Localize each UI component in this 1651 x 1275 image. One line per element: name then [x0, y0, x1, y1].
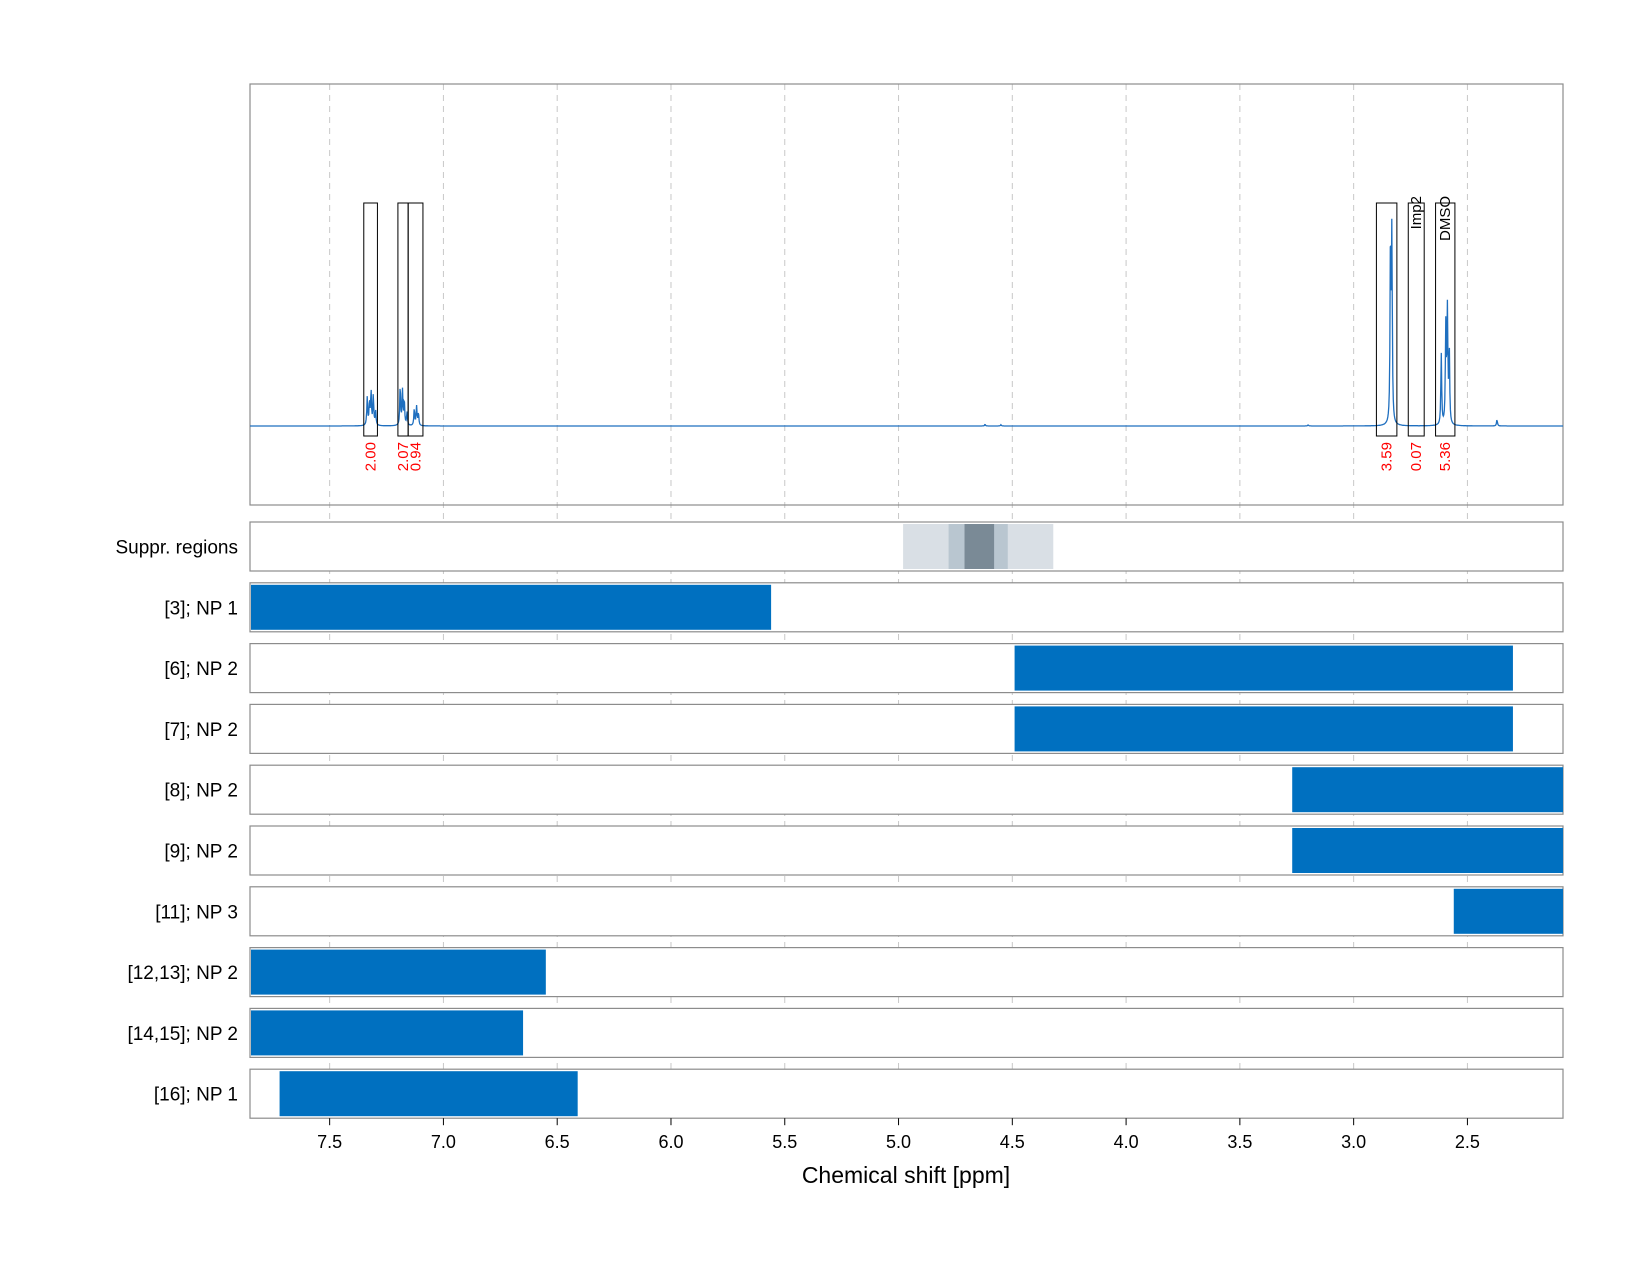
suppression-band	[964, 524, 995, 569]
track-label: [11]; NP 3	[155, 902, 238, 923]
track-label: [7]; NP 2	[164, 720, 238, 741]
region-label: DMSO	[1437, 196, 1454, 241]
range-bar	[1453, 888, 1563, 934]
integration-box	[363, 202, 378, 437]
integration-box	[407, 202, 424, 437]
integral-value: 2.00	[363, 442, 380, 471]
track-label: [6]; NP 2	[164, 659, 238, 680]
integral-value: 5.36	[1437, 442, 1454, 471]
track-label: [14,15]; NP 2	[127, 1024, 238, 1045]
x-tick-label: 6.5	[545, 1132, 570, 1152]
integration-box	[1407, 202, 1425, 437]
x-tick-label: 2.5	[1455, 1132, 1480, 1152]
x-tick-label: 4.5	[1000, 1132, 1025, 1152]
range-bar	[1014, 645, 1513, 691]
track-label: Suppr. regions	[115, 538, 238, 559]
integral-value: 2.07	[395, 442, 412, 471]
integral-value: 3.59	[1379, 442, 1396, 471]
x-tick-label: 7.5	[317, 1132, 342, 1152]
integration-box	[1375, 202, 1398, 437]
x-tick-label: 3.0	[1341, 1132, 1366, 1152]
track-frame	[249, 886, 1564, 937]
range-bar	[251, 949, 546, 995]
range-bar	[251, 584, 772, 630]
track-label: [16]; NP 1	[154, 1085, 238, 1106]
range-bar	[1292, 767, 1563, 813]
x-tick-label: 5.5	[772, 1132, 797, 1152]
integral-value: 0.94	[408, 442, 425, 471]
x-tick-label: 4.0	[1114, 1132, 1139, 1152]
x-tick-label: 3.5	[1227, 1132, 1252, 1152]
range-bar	[279, 1071, 578, 1117]
spectrum-frame	[249, 83, 1564, 506]
range-tracks: Suppr. regions [3]; NP 1 [6]; NP 2 [7]; NP …	[115, 521, 1564, 1119]
track-label: [9]; NP 2	[164, 842, 238, 863]
spectrum-line	[250, 218, 1563, 427]
range-bar	[251, 1010, 524, 1056]
track-label: [12,13]; NP 2	[127, 963, 238, 984]
region-label: Imp2	[1408, 196, 1425, 229]
integration-regions: 2.00 2.070.94 3.59 Imp2 0.07 DMSO 5.36	[363, 196, 1456, 471]
x-axis: 7.5 7.0 6.5 6.0 5.5 5.0 4.5 4.0 3.5 3.0 2.5	[317, 1118, 1480, 1152]
range-bar	[1014, 706, 1513, 752]
range-bar	[1292, 828, 1563, 873]
track-label: [3]; NP 1	[164, 598, 238, 619]
integral-value: 0.07	[1408, 442, 1425, 471]
x-tick-label: 7.0	[431, 1132, 456, 1152]
track-label: [8]; NP 2	[164, 781, 238, 802]
integration-box	[1435, 202, 1456, 437]
spectrum-panel: 2.00 2.070.94 3.59 Imp2 0.07 DMSO 5.36	[249, 83, 1564, 506]
x-tick-label: 6.0	[658, 1132, 683, 1152]
x-axis-title: Chemical shift [ppm]	[802, 1162, 1010, 1188]
x-tick-label: 5.0	[886, 1132, 911, 1152]
